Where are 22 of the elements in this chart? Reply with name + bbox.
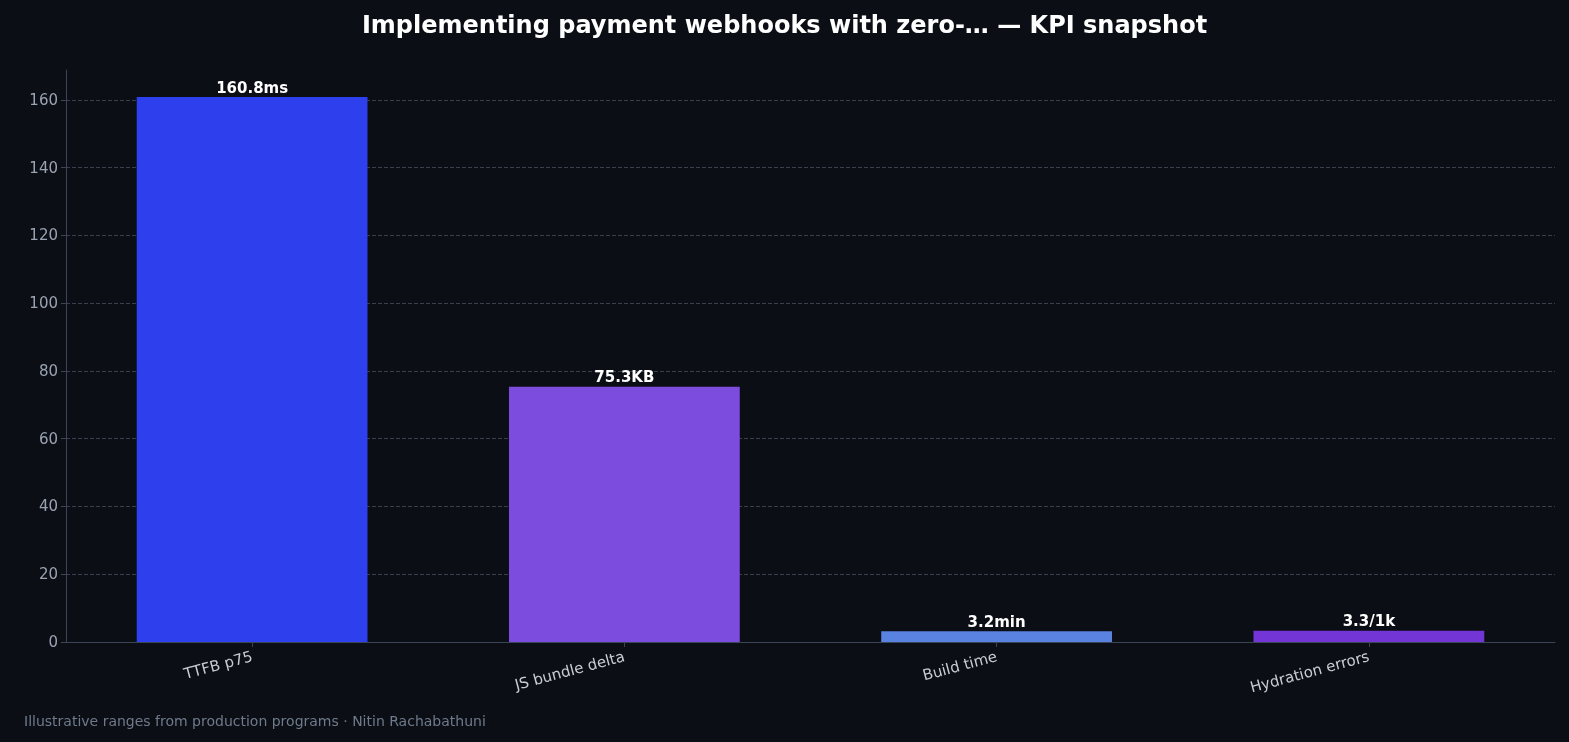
- data-label: 160.8ms: [216, 78, 289, 97]
- y-tick-label: 100: [29, 294, 58, 313]
- bar: [136, 97, 368, 642]
- y-tick-label: 20: [38, 565, 58, 584]
- x-tick-label: TTFB p75: [180, 647, 255, 684]
- y-tick-label: 0: [48, 633, 58, 651]
- y-tick-label: 80: [38, 361, 58, 380]
- x-tick-label: Build time: [920, 647, 999, 685]
- y-tick-label: 120: [29, 226, 58, 245]
- y-tick-label: 40: [38, 497, 58, 516]
- chart-title: Implementing payment webhooks with zero-… — KPI snapshot: [361, 11, 1208, 39]
- bar: [881, 631, 1113, 642]
- bar: [508, 386, 740, 642]
- y-tick-label: 140: [29, 158, 58, 177]
- data-label: 3.3/1k: [1342, 612, 1397, 631]
- bar: [1253, 630, 1485, 642]
- data-label: 3.2min: [967, 612, 1026, 631]
- y-tick-label: 160: [29, 90, 58, 109]
- x-tick-label: JS bundle delta: [511, 647, 627, 695]
- text: Illustrative ranges from production programs · Nitin Rachabathuni: [24, 713, 486, 729]
- y-tick-label: 60: [38, 429, 58, 448]
- data-label: 75.3KB: [594, 368, 655, 387]
